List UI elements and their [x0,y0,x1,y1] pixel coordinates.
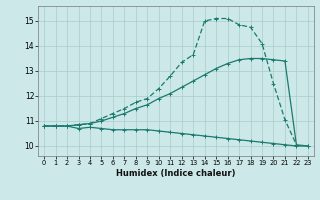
X-axis label: Humidex (Indice chaleur): Humidex (Indice chaleur) [116,169,236,178]
